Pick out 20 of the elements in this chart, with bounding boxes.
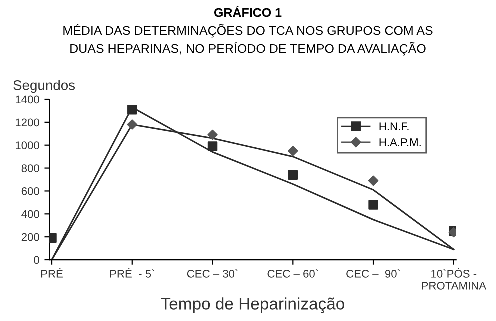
x-tick-label: CEC – 30` [187, 270, 238, 278]
x-tick-label: PRÉ - 5` [110, 268, 154, 278]
y-tick-label: 800 [22, 164, 40, 172]
x-tick-label: 10`PÓS - PROTAMINA [422, 268, 487, 290]
y-tick-label: 0 [34, 256, 40, 264]
y-axis-title: Segundos [14, 80, 76, 94]
y-tick-label: 600 [22, 187, 40, 196]
y-tick-label: 1200 [16, 118, 40, 127]
x-tick-label: CEC – 60` [268, 270, 318, 278]
x-tick-label: PRÉ [42, 268, 63, 278]
y-tick-label: 400 [22, 210, 40, 218]
y-tick-label: 1000 [16, 142, 40, 150]
x-tick-label: CEC – 90` [346, 270, 400, 278]
y-tick-label: 200 [22, 233, 40, 242]
x-axis-title: Tempo de Heparinização [161, 298, 344, 314]
chart-title: GRÁFICO 1 [214, 6, 282, 18]
legend-label: H.N.F. [380, 122, 409, 130]
legend-label: H.A.P.M. [380, 138, 421, 146]
y-tick-label: 1400 [16, 96, 40, 104]
chart-subtitle: MÉDIA DAS DETERMINAÇÕES DO TCA NOS GRUPOS COM AS DUAS HEPARINAS, NO PERÍODO DE TEMPO DA AVALIAÇÃO [64, 24, 433, 56]
